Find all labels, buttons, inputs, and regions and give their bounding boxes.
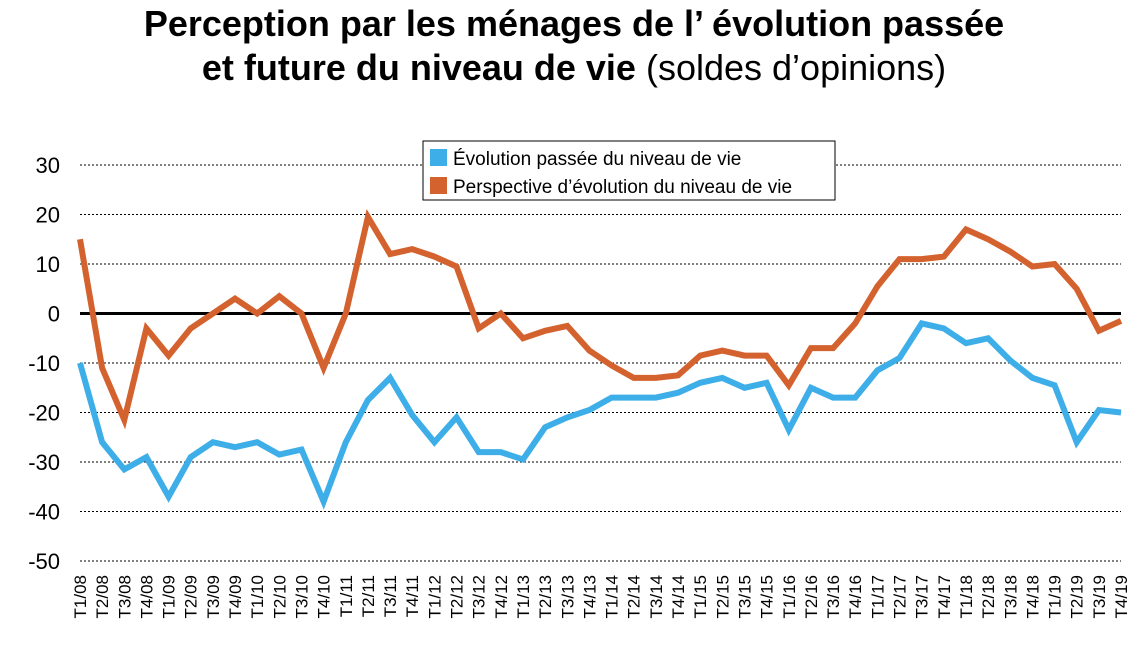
x-tick-label: T2/16 xyxy=(802,575,821,618)
x-tick-label: T2/13 xyxy=(536,575,555,618)
legend-box xyxy=(422,140,836,201)
x-tick-label: T1/11 xyxy=(337,575,356,617)
x-tick-label: T4/12 xyxy=(492,575,511,618)
y-tick-label: 10 xyxy=(36,252,60,277)
x-tick-label: T1/09 xyxy=(160,575,179,618)
x-tick-label: T3/17 xyxy=(913,575,932,618)
title-line-2-bold: et future du niveau de vie xyxy=(201,47,636,88)
series-line-0 xyxy=(77,320,1122,510)
x-tick-label: T4/15 xyxy=(758,575,777,618)
x-tick-label: T4/09 xyxy=(226,575,245,618)
x-tick-label: T3/09 xyxy=(204,575,223,618)
gridlines xyxy=(80,164,1121,562)
x-tick-label: T2/12 xyxy=(448,575,467,618)
x-tick-label: T3/08 xyxy=(115,575,134,618)
y-tick-label: -40 xyxy=(28,500,60,525)
x-tick-label: T2/09 xyxy=(182,575,201,618)
x-tick-label: T2/14 xyxy=(625,575,644,618)
legend-label-future: Perspective d’évolution du niveau de vie xyxy=(453,177,792,198)
x-tick-label: T1/16 xyxy=(780,575,799,618)
x-tick-label: T3/15 xyxy=(735,575,754,618)
series-lines xyxy=(77,209,1123,510)
chart-title: Perception par les ménages de l’ évoluti… xyxy=(0,2,1148,90)
x-tick-label: T4/11 xyxy=(403,575,422,617)
x-tick-label: T3/14 xyxy=(647,575,666,618)
x-tick-label: T3/16 xyxy=(824,575,843,618)
title-line-2: et future du niveau de vie (soldes d’opi… xyxy=(0,46,1148,90)
x-tick-label: T3/13 xyxy=(558,575,577,618)
x-tick-label: T4/19 xyxy=(1112,575,1131,618)
x-tick-label: T4/13 xyxy=(580,575,599,618)
y-tick-label: 0 xyxy=(48,302,60,327)
title-line-1: Perception par les ménages de l’ évoluti… xyxy=(143,3,1005,44)
series-line-1 xyxy=(77,209,1123,430)
x-tick-label: T1/08 xyxy=(71,575,90,618)
x-tick-label: T1/19 xyxy=(1046,575,1065,618)
x-tick-label: T4/08 xyxy=(137,575,156,618)
y-axis-ticks: 30 20 10 0 -10 -20 -30 -40 -50 xyxy=(28,153,60,574)
x-tick-label: T2/17 xyxy=(891,575,910,618)
x-axis-ticks: T1/08 T2/08 T3/08 T4/08 T1/09 T2/09 T3/09 T4/09… xyxy=(71,575,1131,618)
legend-label-past: Évolution passée du niveau de vie xyxy=(453,149,741,170)
x-tick-label: T2/15 xyxy=(713,575,732,618)
x-tick-label: T3/18 xyxy=(1001,575,1020,618)
x-tick-label: T3/11 xyxy=(381,575,400,617)
x-tick-label: T1/10 xyxy=(248,575,267,618)
x-tick-label: T4/18 xyxy=(1023,575,1042,618)
x-tick-label: T2/11 xyxy=(359,575,378,617)
y-tick-label: -10 xyxy=(28,351,60,376)
x-tick-label: T2/18 xyxy=(979,575,998,618)
x-tick-label: T4/10 xyxy=(315,575,334,618)
x-tick-label: T1/15 xyxy=(691,575,710,618)
legend-swatch-past xyxy=(430,149,447,166)
y-tick-label: -30 xyxy=(28,450,60,475)
x-tick-label: T1/13 xyxy=(514,575,533,618)
x-tick-label: T4/14 xyxy=(669,575,688,618)
x-tick-label: T2/10 xyxy=(270,575,289,618)
title-line-2-light: (soldes d’opinions) xyxy=(645,47,947,88)
x-tick-label: T3/10 xyxy=(292,575,311,618)
x-tick-label: T2/08 xyxy=(93,575,112,618)
x-tick-label: T2/19 xyxy=(1068,575,1087,618)
x-tick-label: T1/17 xyxy=(868,575,887,618)
x-tick-label: T3/19 xyxy=(1090,575,1109,618)
y-tick-label: 20 xyxy=(36,203,60,228)
x-tick-label: T1/18 xyxy=(957,575,976,618)
x-tick-label: T1/14 xyxy=(603,575,622,618)
x-tick-label: T4/17 xyxy=(935,575,954,618)
legend-swatch-future xyxy=(430,177,447,194)
x-tick-label: T1/12 xyxy=(425,575,444,618)
x-tick-label: T3/12 xyxy=(470,575,489,618)
y-tick-label: 30 xyxy=(36,153,60,178)
y-tick-label: -20 xyxy=(28,401,60,426)
y-tick-label: -50 xyxy=(28,549,60,574)
legend: Évolution passée du niveau de vie Perspe… xyxy=(422,140,836,201)
x-tick-label: T4/16 xyxy=(846,575,865,618)
